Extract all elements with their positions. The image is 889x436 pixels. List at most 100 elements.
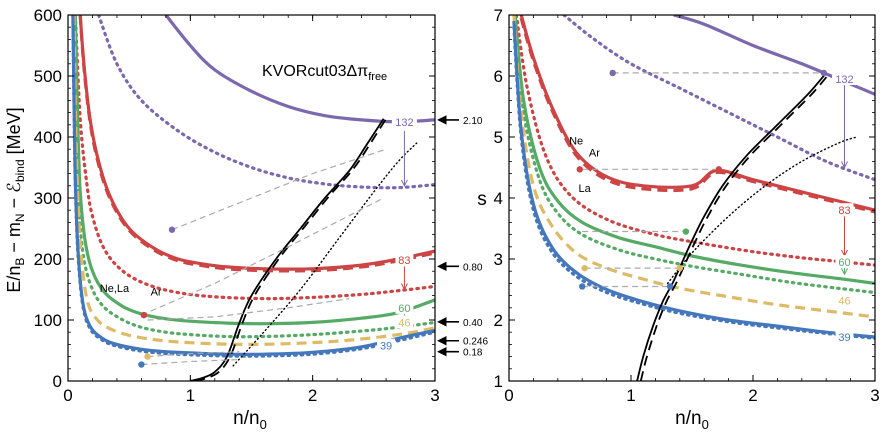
- right-curve-label-2: 60: [838, 257, 850, 269]
- left-element-label-1: Ar: [151, 287, 162, 299]
- right-series-eos-dashed-11: [639, 72, 831, 381]
- left-x-tick-label-1: 1: [186, 386, 195, 405]
- left-series-46-dashed-7: [72, 15, 435, 347]
- left-y-tick-label-3: 300: [34, 189, 62, 208]
- right-series-eos-solid-10: [636, 72, 827, 381]
- left-y-tick-label-0: 0: [53, 372, 62, 391]
- left-x-tick-label-2: 2: [308, 386, 317, 405]
- left-series-mix-dashed-13: [171, 148, 387, 231]
- left-x-tick-label-0: 0: [63, 386, 72, 405]
- left-series-39-dotted-9: [71, 15, 435, 358]
- left-series-eos-dotted-12: [232, 142, 418, 367]
- right-series-83-dotted-4: [514, 15, 875, 267]
- left-plot-lines: 132 83 60 46 39 Ne,La Ar: [71, 15, 435, 381]
- left-series-mix-dashed-16: [147, 351, 240, 358]
- left-curve-label-0: 132: [395, 117, 413, 129]
- right-marker-8: [666, 283, 674, 290]
- left-y-tick-label-5: 500: [34, 67, 62, 86]
- right-x-tick-label-3: 3: [870, 386, 879, 405]
- left-series-eos-dashed-11: [194, 118, 387, 381]
- right-y-tick-label-1: 2: [494, 311, 503, 330]
- right-plot-lines: 132 83 60 46 39 Ne Ar La: [512, 15, 875, 381]
- right-element-label-0: Ne: [569, 135, 583, 147]
- right-x-tick-label-1: 1: [626, 386, 635, 405]
- left-series-mix-dashed-15: [147, 298, 350, 321]
- right-down-arrow-0: [841, 85, 848, 169]
- left-marker-3: [138, 361, 145, 368]
- left-y-axis-label: E/nB − mN − ℰbind [MeV]: [4, 107, 27, 292]
- left-marker-2: [144, 353, 151, 360]
- right-marker-7: [579, 283, 586, 290]
- right-curve-label-1: 83: [838, 205, 850, 217]
- right-series-60-dotted-6: [513, 19, 875, 295]
- right-series-132-dotted-1: [562, 15, 875, 182]
- right-y-tick-label-6: 7: [494, 6, 503, 25]
- right-y-tick-label-0: 1: [494, 372, 503, 391]
- left-curve-label-1: 83: [398, 255, 410, 267]
- left-panel: 132 83 60 46 39 Ne,La Ar 0 1 2 3 0 100 200 300 400 500 6…: [4, 6, 488, 432]
- left-marker-1: [140, 311, 148, 319]
- right-plot-frame: [508, 14, 876, 382]
- right-marker-2: [576, 166, 583, 173]
- pressure-label-4: 0.18: [463, 348, 483, 359]
- left-series-132-solid-0: [164, 15, 435, 124]
- left-series-39-solid-8: [71, 15, 435, 356]
- left-y-tick-label-4: 400: [34, 128, 62, 147]
- right-curve-label-3: 46: [838, 295, 850, 307]
- left-y-tick-label-1: 100: [34, 311, 62, 330]
- right-down-arrow-1: [841, 216, 848, 258]
- left-y-tick-label-6: 600: [34, 6, 62, 25]
- right-y-tick-label-4: 5: [494, 128, 503, 147]
- left-down-arrow-0: [400, 130, 408, 187]
- left-series-mix-dashed-17: [141, 359, 240, 366]
- left-curve-label-2: 60: [398, 303, 410, 315]
- right-marker-5: [581, 264, 588, 272]
- left-series-83-dotted-4: [73, 15, 435, 301]
- left-curve-label-4: 39: [380, 341, 392, 353]
- right-y-axis-label: s: [477, 189, 487, 210]
- right-series-39-dotted-9: [512, 25, 875, 340]
- right-x-axis-label: n/n0: [675, 408, 709, 432]
- right-series-eos-dotted-12: [666, 136, 858, 285]
- right-y-tick-label-3: 4: [494, 189, 503, 208]
- right-marker-1: [820, 69, 827, 77]
- right-x-tick-label-0: 0: [504, 386, 513, 405]
- left-x-axis-label: n/n0: [233, 408, 267, 432]
- right-curve-label-4: 39: [838, 332, 850, 344]
- left-element-label-0: Ne,La: [100, 283, 130, 295]
- right-series-60-solid-5: [513, 15, 875, 285]
- pressure-label-2: 0.40: [463, 318, 483, 329]
- right-y-tick-label-5: 6: [494, 67, 503, 86]
- left-series-83-dashed-3: [78, 15, 435, 273]
- left-marker-0: [168, 226, 176, 233]
- left-series-132-dotted-1: [97, 15, 435, 190]
- right-series-46-dashed-7: [512, 15, 875, 319]
- right-element-label-2: La: [579, 183, 592, 195]
- left-annotation: KVORcut03Δπfree: [262, 63, 387, 83]
- pressure-label-3: 0.246: [463, 337, 488, 348]
- left-x-tick-label-3: 3: [430, 386, 439, 405]
- pressure-label-0: 2.10: [463, 116, 483, 127]
- left-series-83-solid-2: [78, 15, 435, 271]
- right-marker-3: [715, 166, 723, 173]
- pressure-label-1: 0.80: [463, 262, 483, 273]
- right-series-83-solid-2: [519, 15, 875, 212]
- left-y-tick-label-2: 200: [34, 250, 62, 269]
- right-marker-4: [682, 228, 690, 235]
- left-curve-label-3: 46: [398, 317, 410, 329]
- right-y-tick-label-2: 3: [494, 250, 503, 269]
- left-plot-frame: [67, 14, 436, 382]
- left-down-arrow-1: [400, 266, 408, 291]
- right-curve-label-0: 132: [835, 74, 853, 86]
- left-axes: 0 1 2 3 0 100 200 300 400 500 600: [34, 6, 440, 405]
- right-element-label-1: Ar: [589, 148, 600, 160]
- right-x-tick-label-2: 2: [748, 386, 757, 405]
- left-series-eos-solid-10: [190, 118, 385, 381]
- right-marker-6: [676, 264, 683, 272]
- left-series-mix-dashed-14: [141, 197, 384, 316]
- right-marker-0: [609, 69, 616, 77]
- left-series-60-solid-5: [73, 15, 435, 326]
